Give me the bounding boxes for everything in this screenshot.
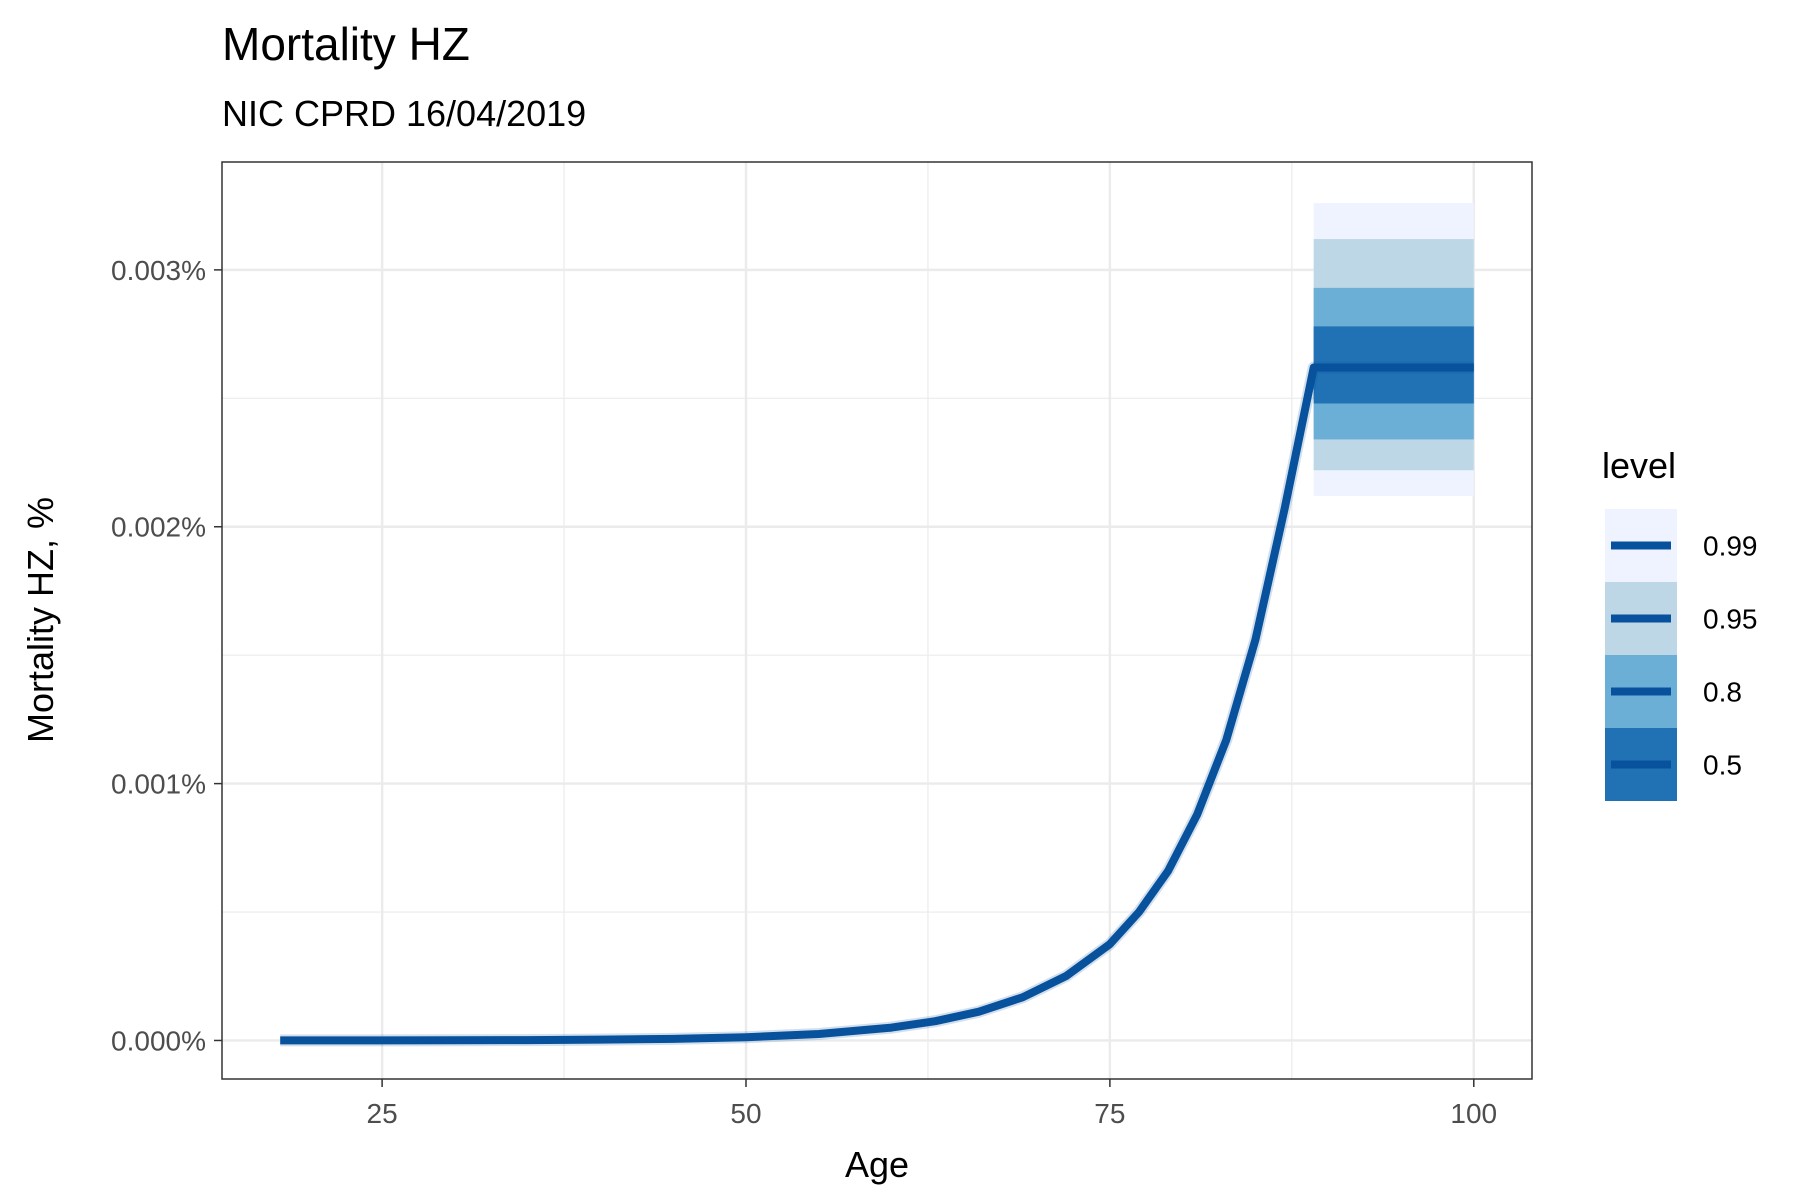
x-tick-label: 50 xyxy=(730,1098,761,1129)
median-line xyxy=(280,363,1474,1045)
x-tick-label: 25 xyxy=(367,1098,398,1129)
legend-label: 0.99 xyxy=(1703,531,1758,562)
legend-label: 0.8 xyxy=(1703,677,1742,708)
x-tick-label: 100 xyxy=(1450,1098,1497,1129)
y-tick-label: 0.003% xyxy=(111,255,206,286)
plot-panel-border xyxy=(221,161,1533,1080)
y-tick-label: 0.001% xyxy=(111,769,206,800)
x-tick-label: 75 xyxy=(1094,1098,1125,1129)
axes: 25 50 75 100 0.000% 0.001% 0.002% 0.003% xyxy=(111,255,1497,1129)
legend-label: 0.5 xyxy=(1703,750,1742,781)
legend-label: 0.95 xyxy=(1703,604,1758,635)
legend-title: level xyxy=(1602,445,1676,486)
median-line-group xyxy=(280,361,1474,1047)
x-axis-title: Age xyxy=(845,1144,909,1185)
legend: level 0.99 0.95 0.8 0.5 xyxy=(1602,445,1758,801)
y-axis-title: Mortality HZ, % xyxy=(20,497,61,743)
y-tick-label: 0.000% xyxy=(111,1025,206,1056)
y-tick-label: 0.002% xyxy=(111,512,206,543)
confidence-bands xyxy=(1313,203,1474,496)
chart-title: Mortality HZ xyxy=(222,18,470,70)
chart-subtitle: NIC CPRD 16/04/2019 xyxy=(222,93,586,134)
